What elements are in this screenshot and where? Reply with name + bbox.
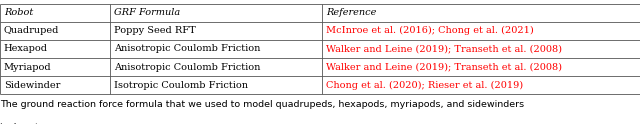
Text: The ground reaction force formula that we used to model quadrupeds, hexapods, my: The ground reaction force formula that w… (0, 100, 524, 109)
Text: Myriapod: Myriapod (4, 63, 51, 72)
Text: Hexapod: Hexapod (4, 45, 48, 53)
Text: Reference: Reference (326, 8, 376, 17)
Text: Anisotropic Coulomb Friction: Anisotropic Coulomb Friction (114, 45, 260, 53)
Text: Chong et al. (2020); Rieser et al. (2019): Chong et al. (2020); Rieser et al. (2019… (326, 81, 523, 90)
Text: GRF Formula: GRF Formula (114, 8, 180, 17)
Text: Poppy Seed RFT: Poppy Seed RFT (114, 26, 196, 35)
Text: McInroe et al. (2016); Chong et al. (2021): McInroe et al. (2016); Chong et al. (202… (326, 26, 534, 35)
Text: Sidewinder: Sidewinder (4, 81, 60, 90)
Text: Anisotropic Coulomb Friction: Anisotropic Coulomb Friction (114, 63, 260, 72)
Text: Walker and Leine (2019); Transeth et al. (2008): Walker and Leine (2019); Transeth et al.… (326, 45, 562, 53)
Text: Robot: Robot (4, 8, 33, 17)
Text: Isotropic Coulomb Friction: Isotropic Coulomb Friction (114, 81, 248, 90)
Text: Walker and Leine (2019); Transeth et al. (2008): Walker and Leine (2019); Transeth et al.… (326, 63, 562, 72)
Text: Quadruped: Quadruped (4, 26, 60, 35)
Text: ical systems.: ical systems. (0, 123, 62, 124)
